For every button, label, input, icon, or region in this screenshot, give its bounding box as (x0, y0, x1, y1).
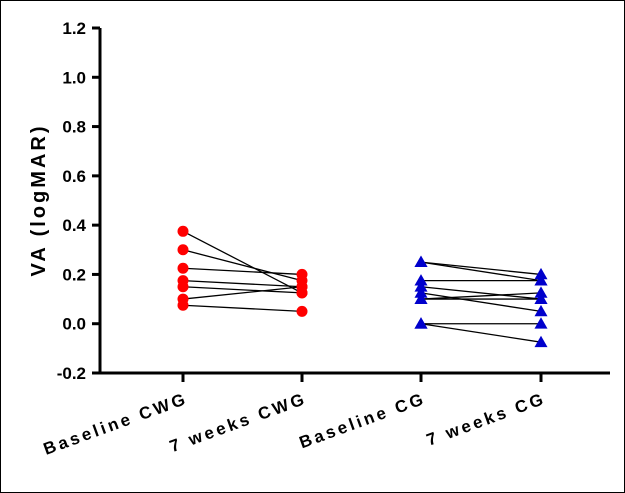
x-tick-label: Baseline CG (297, 389, 429, 452)
data-point-triangle (414, 292, 428, 304)
pair-line (420, 261, 542, 282)
pair-line (182, 267, 303, 276)
y-tick-label: 0.4 (62, 216, 86, 235)
pair-line (420, 323, 542, 343)
pair-lines (182, 230, 542, 343)
x-tick-label: 7 weeks CWG (167, 389, 309, 456)
y-tick-label: 0.0 (62, 315, 86, 334)
pair-line (420, 292, 542, 313)
pair-line (420, 292, 542, 300)
data-point-circle (177, 225, 189, 237)
pair-line (420, 261, 542, 276)
data-point-triangle (534, 335, 548, 348)
x-tick-label: 7 weeks CG (424, 389, 548, 450)
data-point-triangle (414, 255, 428, 267)
data-point-circle (296, 268, 308, 280)
y-tick-label: -0.2 (57, 364, 86, 383)
x-tick-label: Baseline CWG (41, 389, 191, 459)
pair-line (182, 230, 303, 294)
data-point-circle (177, 244, 189, 256)
data-point-triangle (534, 317, 548, 329)
pair-line (420, 286, 542, 300)
data-point-circle (177, 281, 189, 293)
data-point-triangle (414, 274, 428, 286)
data-point-triangle (534, 274, 548, 286)
data-point-triangle (534, 286, 548, 298)
data-point-triangle (534, 267, 548, 280)
y-axis-label: VA (logMAR) (28, 124, 50, 277)
pair-line (182, 304, 303, 313)
markers (177, 225, 548, 348)
data-point-circle (296, 281, 308, 293)
data-point-triangle (414, 317, 428, 329)
pair-line (182, 249, 303, 282)
y-tick-label: 1.0 (62, 68, 86, 87)
axes (98, 28, 610, 375)
data-point-triangle (534, 304, 548, 317)
data-point-triangle (534, 292, 548, 304)
data-point-triangle (414, 286, 428, 298)
y-tick-label: 0.8 (62, 118, 86, 137)
y-ticks: 1.2 1.0 0.8 0.6 0.4 0.2 0.0 -0.2 (57, 19, 100, 383)
y-tick-label: 0.2 (62, 265, 86, 284)
data-point-circle (177, 299, 189, 311)
pair-line (182, 286, 303, 300)
y-tick-label: 1.2 (62, 19, 86, 38)
pair-line (182, 286, 303, 294)
pair-line (182, 279, 303, 288)
data-point-circle (296, 305, 308, 317)
y-tick-label: 0.6 (62, 167, 86, 186)
data-point-circle (177, 262, 189, 274)
data-point-triangle (414, 280, 428, 292)
